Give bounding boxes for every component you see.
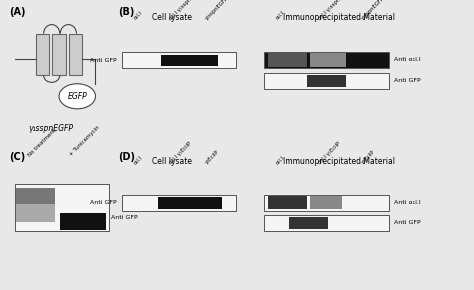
- FancyBboxPatch shape: [307, 75, 346, 87]
- Text: α₂l.l γ₁EcilP: α₂l.l γ₁EcilP: [318, 141, 342, 166]
- Text: α₂l.l γ₁EcilP: α₂l.l γ₁EcilP: [168, 141, 192, 166]
- Text: EGFP: EGFP: [67, 92, 87, 101]
- FancyBboxPatch shape: [264, 52, 389, 68]
- Text: α₂l.l: α₂l.l: [275, 155, 285, 166]
- Text: γ₁EcilP: γ₁EcilP: [360, 150, 376, 166]
- Text: Anti GFP: Anti GFP: [90, 58, 117, 63]
- FancyBboxPatch shape: [15, 184, 109, 231]
- FancyBboxPatch shape: [157, 197, 222, 209]
- FancyBboxPatch shape: [289, 217, 328, 229]
- Text: No treatment: No treatment: [27, 128, 56, 157]
- Text: α₂l.l γ₁sspnEGFP: α₂l.l γ₁sspnEGFP: [318, 0, 351, 21]
- FancyBboxPatch shape: [52, 34, 66, 75]
- Ellipse shape: [59, 84, 95, 109]
- Text: Anti GFP: Anti GFP: [90, 200, 117, 205]
- Text: Anti GFP: Anti GFP: [394, 79, 420, 84]
- FancyBboxPatch shape: [161, 55, 218, 66]
- Text: γ₁sspnEGFP: γ₁sspnEGFP: [204, 0, 229, 21]
- Text: Cell lysate: Cell lysate: [152, 157, 192, 166]
- Text: Anti α₁l.l: Anti α₁l.l: [394, 200, 420, 205]
- Text: Anti GFP: Anti GFP: [394, 220, 420, 225]
- Text: α₂l.l: α₂l.l: [275, 10, 285, 21]
- FancyBboxPatch shape: [264, 215, 389, 231]
- Text: Cell lysate: Cell lysate: [152, 13, 192, 22]
- Text: + Tunicamycin: + Tunicamycin: [69, 125, 101, 157]
- Text: (B): (B): [118, 7, 135, 17]
- FancyBboxPatch shape: [122, 52, 236, 68]
- FancyBboxPatch shape: [268, 196, 307, 209]
- Text: γ₁sspnEGFP: γ₁sspnEGFP: [29, 124, 73, 133]
- Text: Immunoprecipitated Material: Immunoprecipitated Material: [283, 157, 395, 166]
- Text: (C): (C): [9, 152, 26, 162]
- Text: α₂l.l: α₂l.l: [133, 155, 143, 166]
- FancyBboxPatch shape: [69, 34, 82, 75]
- FancyBboxPatch shape: [16, 188, 55, 204]
- FancyBboxPatch shape: [310, 196, 342, 209]
- FancyBboxPatch shape: [122, 195, 236, 211]
- Text: Immunoprecipitated Material: Immunoprecipitated Material: [283, 13, 395, 22]
- FancyBboxPatch shape: [264, 195, 389, 211]
- Text: γ₁EcilP: γ₁EcilP: [204, 150, 220, 166]
- Text: Anti GFP: Anti GFP: [110, 215, 137, 220]
- Text: (D): (D): [118, 152, 136, 162]
- FancyBboxPatch shape: [310, 53, 346, 67]
- FancyBboxPatch shape: [268, 53, 307, 67]
- Text: γ₁sspnEGFP: γ₁sspnEGFP: [360, 0, 386, 21]
- FancyBboxPatch shape: [36, 34, 49, 75]
- Text: α₂l.l γ₁sspnEGFP: α₂l.l γ₁sspnEGFP: [168, 0, 202, 21]
- FancyBboxPatch shape: [264, 72, 389, 89]
- Text: α₂l.l: α₂l.l: [133, 10, 143, 21]
- FancyBboxPatch shape: [60, 213, 107, 229]
- FancyBboxPatch shape: [16, 204, 55, 222]
- Text: Anti α₁l.l: Anti α₁l.l: [394, 57, 420, 62]
- Text: (A): (A): [9, 7, 26, 17]
